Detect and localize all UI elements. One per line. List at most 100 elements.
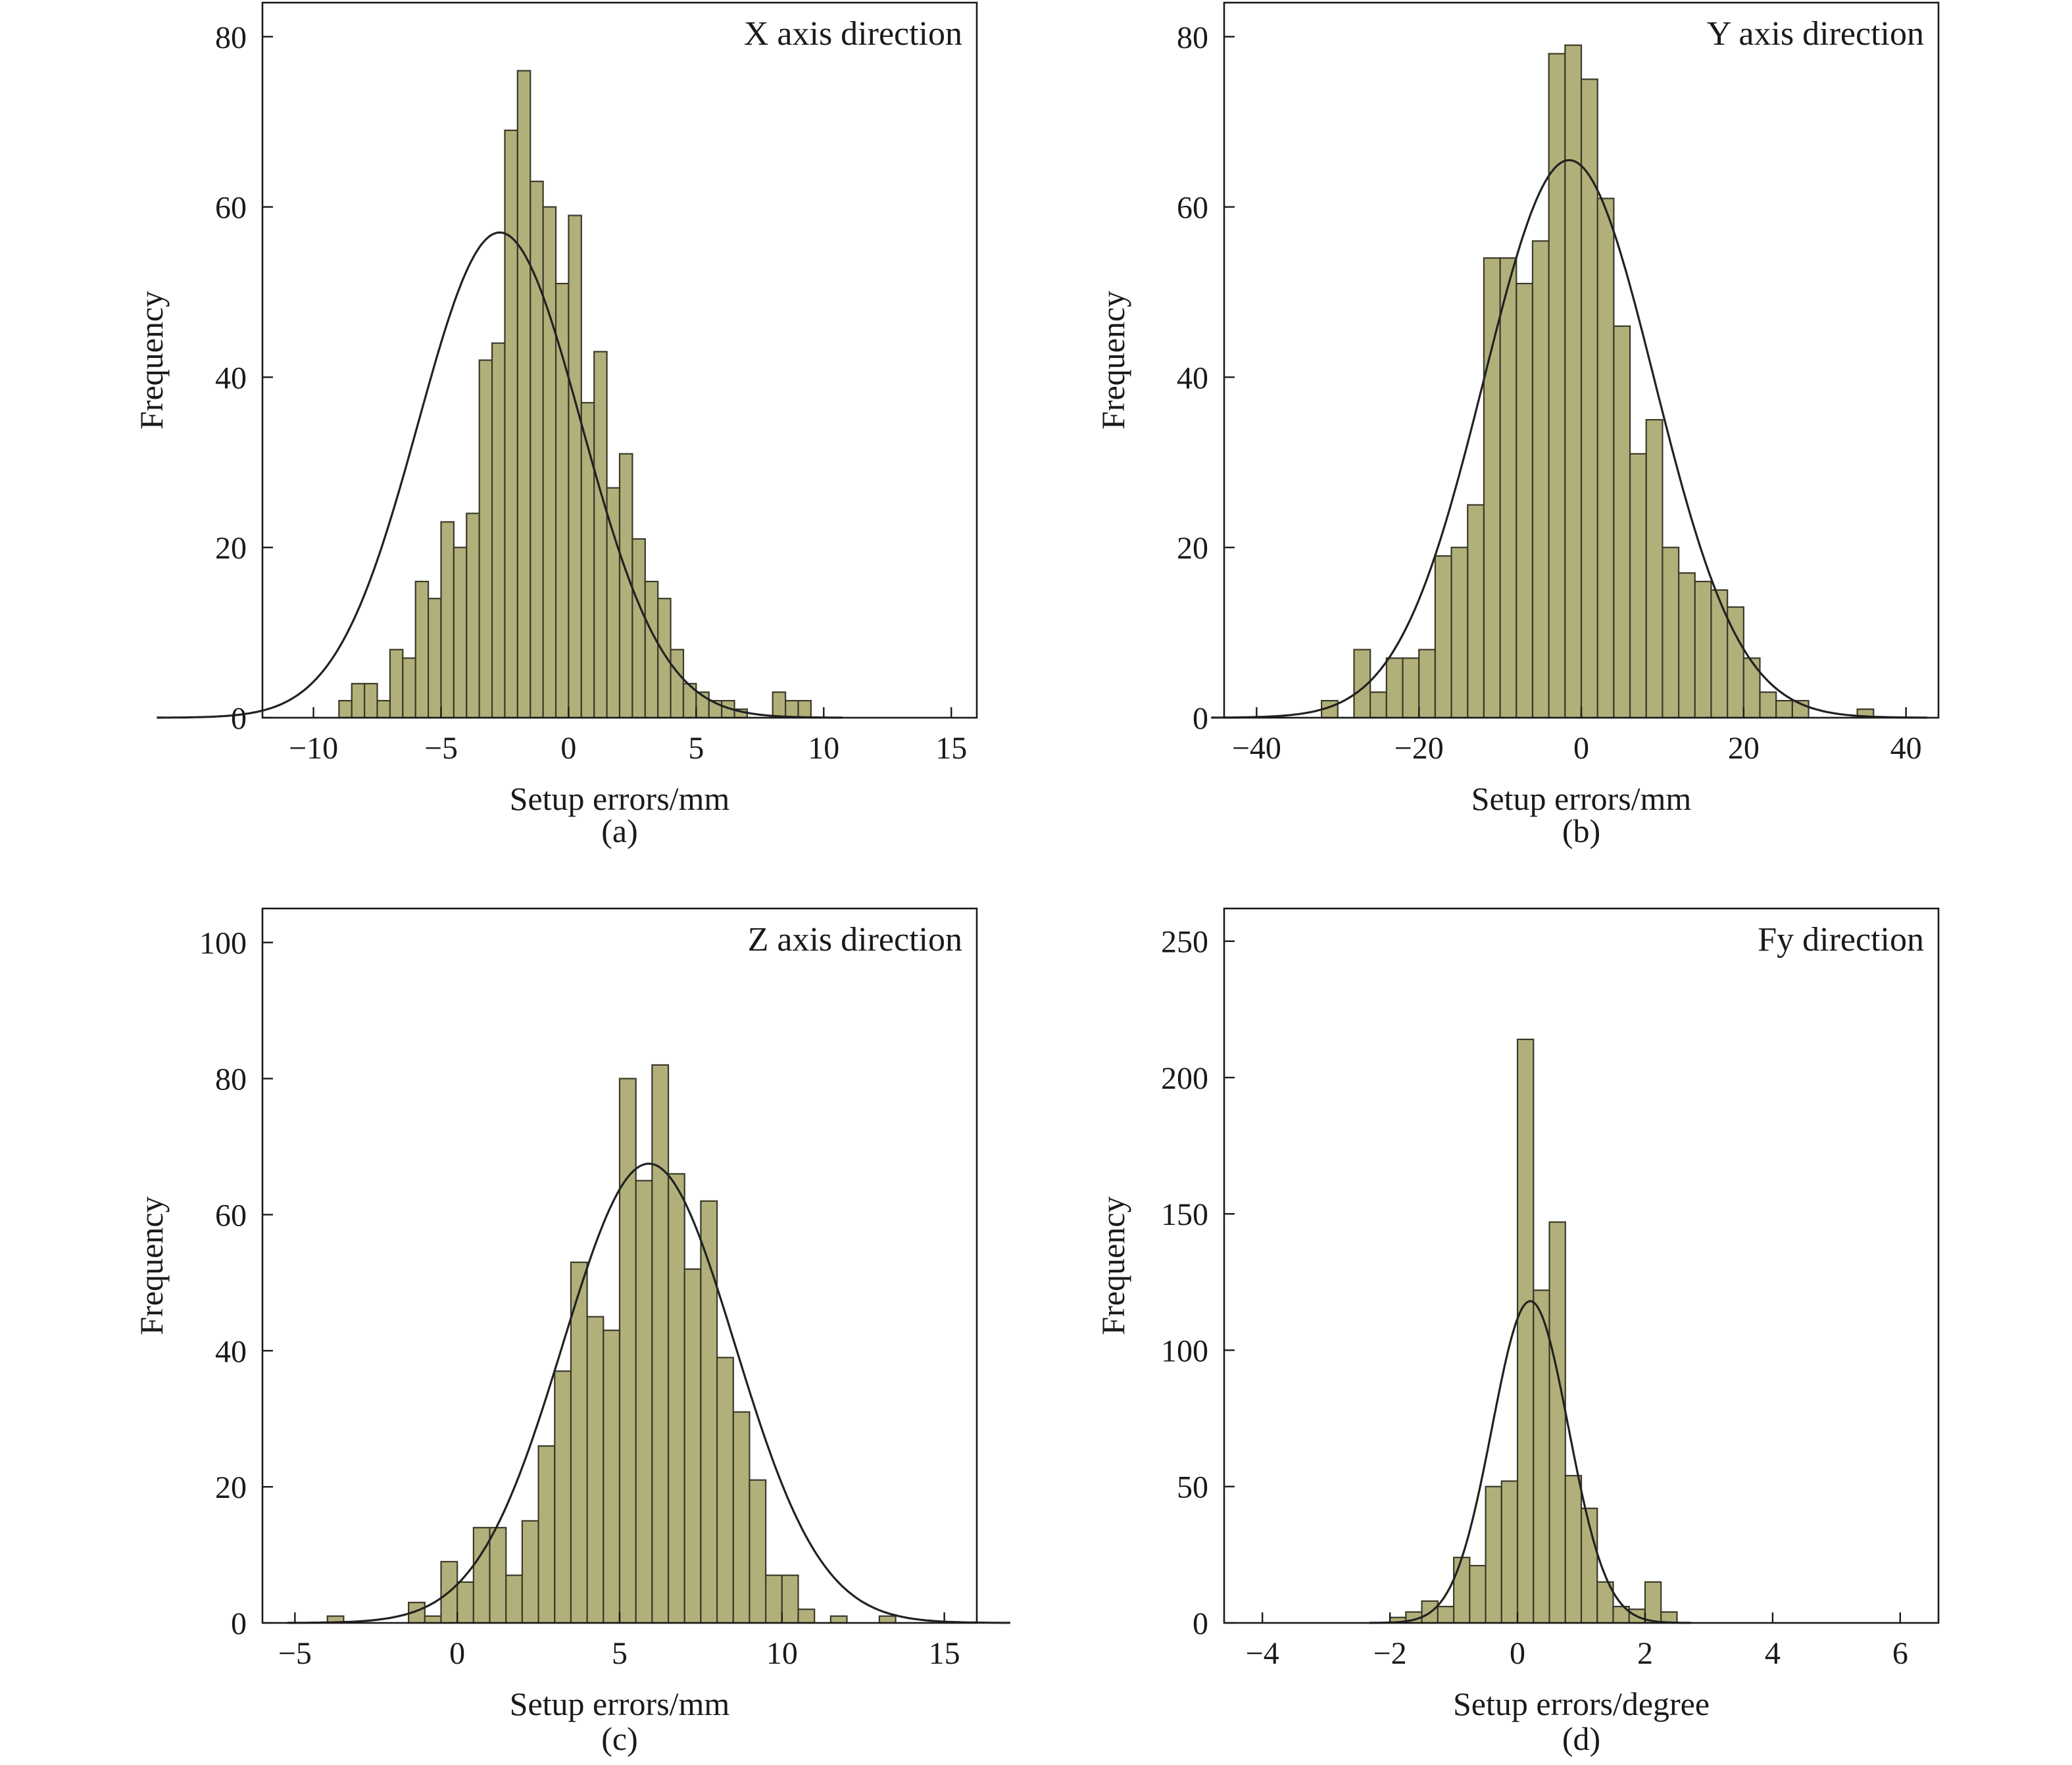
histogram-bar [1645, 418, 1664, 719]
y-tick-label: 80 [215, 1062, 247, 1097]
x-tick-label: 5 [688, 731, 704, 766]
y-tick-label: 60 [215, 1198, 247, 1233]
panel-caption: (a) [601, 812, 638, 849]
histogram-bar [667, 1173, 685, 1624]
plot-frame [1223, 907, 1940, 1624]
x-tick-label: −5 [424, 731, 458, 766]
histogram-bar [351, 683, 366, 719]
histogram-bar [1516, 1038, 1535, 1624]
histogram-bar [1613, 325, 1631, 719]
histogram-bar [644, 580, 659, 719]
histogram-bar [478, 359, 493, 719]
histogram-bar [878, 1615, 897, 1624]
histogram-bar [1548, 53, 1566, 719]
histogram-bar [657, 597, 672, 719]
histogram-bar [376, 700, 391, 719]
direction-annotation: Fy direction [1758, 921, 1924, 958]
histogram-bar [338, 700, 353, 719]
histogram-bar [1452, 1556, 1471, 1624]
histogram-bar [516, 70, 531, 719]
histogram-bar [732, 1411, 751, 1624]
x-tick-label: 2 [1637, 1636, 1653, 1671]
direction-annotation: Z axis direction [748, 921, 962, 958]
histogram-bar [402, 657, 416, 719]
histogram-bar [521, 1520, 539, 1624]
x-tick-label: 4 [1765, 1636, 1781, 1671]
y-tick-label: 0 [231, 1606, 247, 1641]
normal-fit-curve [157, 231, 843, 719]
direction-annotation: Y axis direction [1707, 15, 1924, 53]
x-axis-label: Setup errors/mm [510, 780, 730, 817]
x-tick-label: 0 [1510, 1636, 1525, 1671]
histogram-bar [829, 1615, 848, 1624]
histogram-bar [651, 1064, 670, 1624]
y-tick-label: 200 [1161, 1061, 1208, 1096]
histogram-bar [772, 691, 787, 719]
x-tick-label: 5 [612, 1636, 628, 1671]
x-tick-label: 40 [1890, 731, 1922, 766]
histogram-bar [491, 342, 506, 719]
histogram-bar [1533, 1289, 1550, 1624]
histogram-bar [797, 1608, 816, 1624]
x-tick-label: −5 [278, 1636, 312, 1671]
histogram-bar [1385, 657, 1404, 719]
y-tick-label: 0 [231, 701, 247, 736]
histogram-bar [537, 1445, 556, 1624]
histogram-bar [570, 1261, 588, 1624]
y-axis-label: Frequency [133, 1196, 170, 1335]
histogram-bar [1710, 589, 1729, 719]
histogram-bar [1662, 547, 1680, 719]
y-tick-label: 100 [199, 926, 247, 961]
histogram-bar [505, 1574, 524, 1624]
histogram-bar [1469, 1564, 1487, 1624]
histogram-bar [1467, 504, 1485, 719]
panel-caption: (c) [601, 1720, 638, 1757]
histogram-bar [472, 1527, 491, 1624]
x-tick-label: 15 [935, 731, 967, 766]
histogram-bar [1531, 240, 1550, 719]
histogram-bar [593, 351, 608, 719]
histogram-bar [765, 1574, 783, 1624]
panel-a: −10 −5 0 5 10 15 0 20 40 60 80 Setup errors/mm Frequ… [133, 1, 978, 849]
panel-caption: (d) [1562, 1720, 1600, 1757]
y-tick-label: 20 [1177, 531, 1208, 566]
x-tick-label: −4 [1246, 1636, 1279, 1671]
histogram-bar [456, 1581, 474, 1624]
histogram-bar [716, 1356, 734, 1624]
histogram-bar [428, 597, 442, 719]
y-tick-label: 40 [215, 1334, 247, 1369]
histogram-bar [1564, 44, 1583, 719]
histogram-bar [440, 521, 455, 719]
histogram-bar [1500, 1480, 1519, 1624]
histogram-bar [797, 700, 812, 719]
histogram-bar [568, 214, 582, 719]
y-tick-label: 40 [215, 360, 247, 395]
histogram-bar [1742, 657, 1761, 719]
histogram-bar [555, 282, 570, 719]
histogram-bar [1775, 700, 1793, 719]
histogram-bar [1402, 657, 1420, 719]
histogram-bar [1629, 453, 1647, 719]
x-tick-label: −10 [289, 731, 338, 766]
histogram-bar [1418, 649, 1436, 719]
histogram-bar [1564, 1475, 1583, 1624]
histogram-bar [670, 649, 685, 719]
y-tick-label: 0 [1193, 1606, 1208, 1641]
y-axis-label: Frequency [1095, 291, 1131, 430]
histogram-bar [1596, 197, 1615, 719]
histogram-bar [781, 1574, 799, 1624]
y-tick-label: 100 [1161, 1333, 1208, 1368]
bars [338, 70, 812, 719]
panel-d: −4 −2 0 2 4 6 0 50 100 150 200 250 Setup errors/degr… [1095, 907, 1940, 1757]
plot-frame [261, 1, 978, 719]
histogram-bar [586, 1316, 604, 1624]
y-tick-label: 50 [1177, 1470, 1208, 1505]
histogram-bar [635, 1180, 653, 1624]
x-tick-label: 0 [560, 731, 576, 766]
x-tick-label: 15 [929, 1636, 960, 1671]
y-tick-label: 20 [215, 1470, 247, 1505]
y-tick-label: 80 [1177, 20, 1208, 55]
histogram-bar [1694, 580, 1712, 719]
bars [1320, 44, 1875, 719]
